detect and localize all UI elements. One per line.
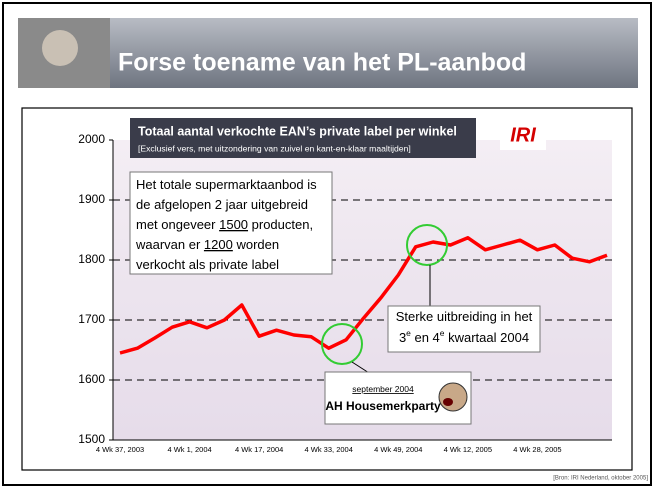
x-tick-label: 4 Wk 17, 2004 — [235, 445, 283, 454]
annotation-text: e — [406, 328, 411, 338]
annotation-box — [129, 171, 333, 275]
annotation-line: verkocht als private label — [136, 257, 279, 272]
x-tick-label: 4 Wk 1, 2004 — [167, 445, 211, 454]
annotation-text: Sterke uitbreiding in het — [396, 309, 533, 324]
annotation-box — [387, 305, 541, 353]
annotation-text: worden — [233, 237, 279, 252]
slide-title: Forse toename van het PL-aanbod — [118, 49, 526, 77]
data-line — [119, 236, 608, 355]
x-tick-label: 4 Wk 49, 2004 — [374, 445, 422, 454]
annotation-text: 1200 — [204, 237, 233, 252]
annotation-icon — [438, 382, 468, 412]
annotation-line: 3e en 4e kwartaal 2004 — [399, 328, 529, 345]
highlight-circle — [321, 323, 363, 365]
annotation-text: met ongeveer — [136, 217, 219, 232]
source: [Bron: IRI Nederland, oktober 2005] — [553, 476, 648, 482]
y-tick-label: 1500 — [78, 432, 105, 446]
y-tick-label: 1900 — [78, 192, 105, 206]
y-tick-label: 1800 — [78, 252, 105, 266]
header-photo-figure — [42, 30, 78, 66]
annotation-text: 3 — [399, 330, 406, 345]
annotation-text: verkocht als private label — [136, 257, 279, 272]
x-tick-label: 4 Wk 37, 2003 — [96, 445, 144, 454]
annotation-line: waarvan er 1200 worden — [135, 237, 279, 252]
chart-subtitle: [Exclusief vers, met uitzondering van zu… — [138, 143, 411, 153]
annotation-text: en 4 — [411, 330, 440, 345]
header-banner — [18, 18, 638, 88]
annotation-text: 1500 — [219, 217, 248, 232]
annotation-text: waarvan er — [135, 237, 204, 252]
annotation-icon-mouth — [443, 398, 453, 406]
annotation-text: producten, — [248, 217, 313, 232]
annotation-text: september 2004 — [352, 384, 414, 394]
highlight-circle — [406, 224, 448, 266]
annotation-text: de afgelopen 2 jaar uitgebreid — [136, 197, 308, 212]
logo-box — [500, 120, 546, 150]
annotation-line: met ongeveer 1500 producten, — [136, 217, 313, 232]
x-tick-label: 4 Wk 12, 2005 — [444, 445, 492, 454]
annotation-line: Het totale supermarktaanbod is — [136, 177, 317, 192]
chart-title: Totaal aantal verkochte EAN’s private la… — [138, 124, 457, 138]
x-tick-label: 4 Wk 33, 2004 — [305, 445, 353, 454]
y-tick-label: 2000 — [78, 132, 105, 146]
chart-title-box — [130, 118, 476, 158]
y-tick-label: 1600 — [78, 372, 105, 386]
logo: IRI — [510, 124, 536, 146]
annotation-text: kwartaal 2004 — [445, 330, 530, 345]
annotation-text: AH Housemerkparty — [325, 399, 441, 413]
annotation-line: Sterke uitbreiding in het — [396, 309, 533, 324]
annotation-text: e — [440, 328, 445, 338]
annotation-text: Het totale supermarktaanbod is — [136, 177, 317, 192]
annotation-line: de afgelopen 2 jaar uitgebreid — [136, 197, 308, 212]
annotation-line: september 2004 — [352, 384, 414, 394]
annotation-line: AH Housemerkparty — [325, 399, 441, 413]
y-tick-label: 1700 — [78, 312, 105, 326]
x-tick-label: 4 Wk 28, 2005 — [513, 445, 561, 454]
